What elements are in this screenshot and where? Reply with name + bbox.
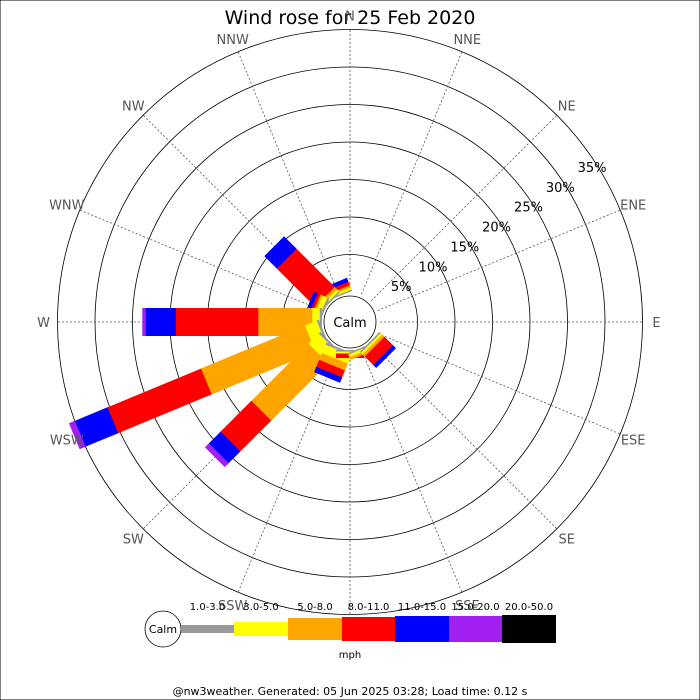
direction-label-nnw: NNW (217, 33, 249, 48)
direction-label-w: W (37, 316, 50, 331)
legend-swatch-bin-2 (288, 618, 342, 640)
bar-ssw-bin-4 (314, 366, 343, 383)
legend-calm-label: Calm (149, 623, 177, 636)
wind-bars (68, 236, 396, 468)
bar-sw-bin-3 (219, 400, 272, 453)
legend-swatch-bin-3 (342, 617, 395, 641)
direction-labels: NNNENEENEEESESESSESSSWSWWSWWWNWNWNNW (37, 10, 661, 638)
bar-nw-bin-4 (264, 236, 297, 269)
legend-label-bin-0: 1.0-3.0 (190, 602, 225, 613)
bar-se-bin-1 (361, 333, 384, 356)
bar-ssw-bin-2 (318, 352, 348, 373)
legend-swatch-bin-5 (449, 616, 502, 642)
direction-label-nne: NNE (453, 33, 481, 48)
legend-unit-label: mph (339, 650, 361, 661)
calm-circle (323, 295, 377, 349)
calm-label: Calm (333, 316, 366, 331)
grid-ring (57, 29, 643, 615)
legend-label-bin-5: 15.0-20.0 (451, 602, 499, 613)
direction-label-e: E (652, 316, 660, 331)
direction-label-ese: ESE (621, 433, 646, 448)
direction-label-ne: NE (558, 99, 576, 114)
bar-sw-bin-2 (249, 343, 329, 423)
ring-label: 35% (578, 161, 607, 176)
bar-wsw-bin-5 (68, 420, 86, 450)
bar-nw-bin-3 (275, 247, 335, 307)
footer-text: @nw3weather. Generated: 05 Jun 2025 03:2… (173, 685, 528, 698)
direction-label-nw: NW (122, 99, 145, 114)
bar-se-bin-3 (364, 336, 395, 367)
legend-swatch-bin-6 (502, 615, 556, 643)
legend-label-bin-1: 3.0-5.0 (243, 602, 278, 613)
direction-label-se: SE (558, 533, 574, 548)
ring-label: 20% (482, 221, 511, 236)
bar-w-bin-3 (173, 308, 259, 336)
bar-wsw-bin-2 (199, 325, 316, 396)
ring-label: 15% (450, 241, 479, 256)
direction-label-ene: ENE (620, 199, 646, 214)
grid-ring (132, 104, 568, 540)
direction-label-wsw: WSW (50, 433, 84, 448)
speed-legend: Calm 1.0-3.0 3.0-5.0 5.0-8.0 8.0-11.0 11.0-15… (144, 602, 556, 661)
direction-label-ssw: SSW (218, 599, 248, 614)
ring-label: 10% (419, 260, 448, 275)
calm-center: Calm (323, 295, 377, 349)
bar-w-bin-4 (143, 308, 176, 336)
legend-swatch-bin-4 (395, 616, 449, 642)
direction-label-n: N (345, 10, 355, 25)
direction-label-sw: SW (123, 533, 144, 548)
direction-label-wnw: WNW (49, 199, 85, 214)
legend-label-bin-4: 11.0-15.0 (398, 602, 446, 613)
chart-title: Wind rose for 25 Feb 2020 (225, 7, 476, 29)
ring-labels: 5% 10%15%20%25%30%35% (391, 161, 607, 295)
bar-ssw-bin-3 (315, 359, 345, 380)
legend-label-bin-6: 20.0-50.0 (505, 602, 553, 613)
bar-se-bin-2 (362, 334, 386, 358)
direction-label-sse: SSE (455, 599, 480, 614)
legend-swatch-bin-1 (234, 622, 288, 636)
ring-label: 5% (391, 280, 412, 295)
legend-label-bin-3: 8.0-11.0 (348, 602, 390, 613)
bar-wsw-bin-4 (73, 407, 119, 448)
polar-grid (57, 29, 643, 615)
legend-swatch-bin-0 (181, 625, 234, 633)
bar-sw-bin-5 (204, 443, 229, 468)
bar-wsw-bin-3 (105, 368, 212, 434)
bar-se-bin-4 (373, 345, 396, 368)
legend-label-bin-2: 5.0-8.0 (297, 602, 332, 613)
bar-sw-bin-4 (207, 431, 241, 465)
ring-label: 25% (514, 201, 543, 216)
ring-label: 30% (546, 181, 575, 196)
bar-w-bin-5 (142, 308, 146, 336)
